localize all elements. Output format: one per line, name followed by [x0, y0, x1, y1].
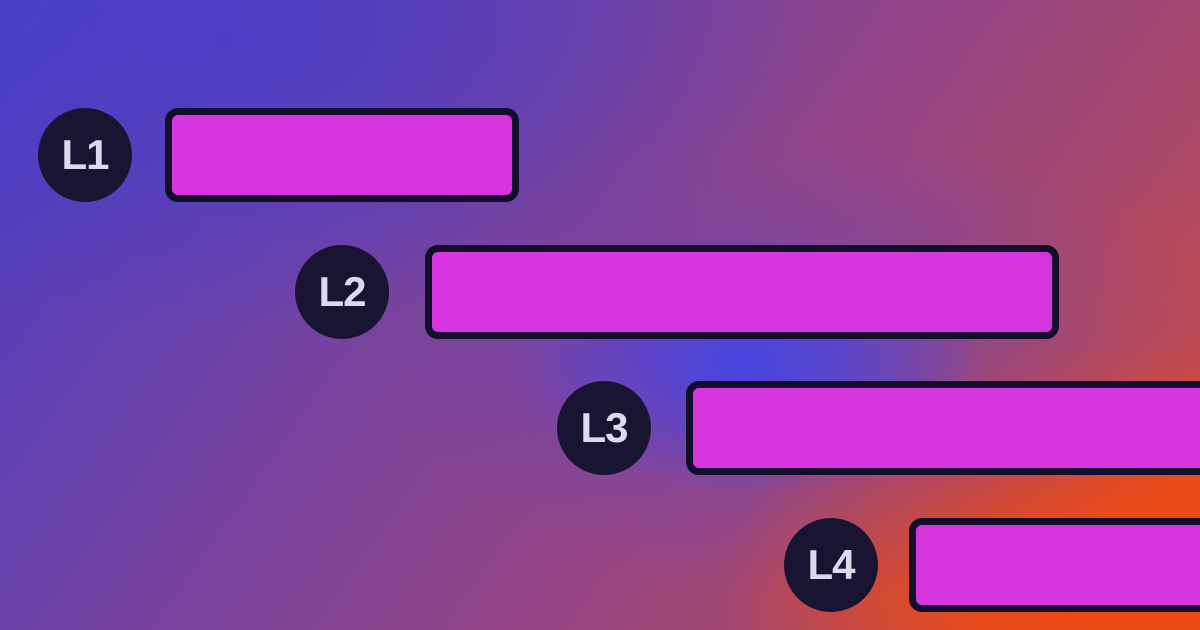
level-badge-label: L1	[61, 131, 109, 178]
level-badge: L3	[557, 381, 651, 475]
gantt-bar	[909, 518, 1200, 612]
gantt-bar	[425, 245, 1059, 339]
level-badge-label: L4	[807, 541, 855, 588]
level-badge: L4	[784, 518, 878, 612]
level-badge-label: L3	[580, 404, 628, 451]
level-badge: L2	[295, 245, 389, 339]
gantt-bar	[165, 108, 519, 202]
gantt-bar	[686, 381, 1200, 475]
level-badge: L1	[38, 108, 132, 202]
level-badge-label: L2	[318, 268, 366, 315]
